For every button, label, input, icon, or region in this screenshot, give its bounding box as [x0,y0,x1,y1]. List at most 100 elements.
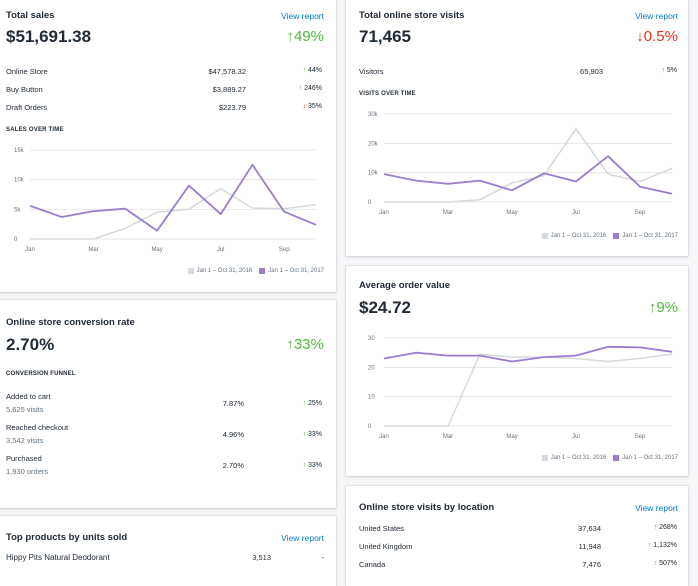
x-tick-label: Jan [379,210,389,216]
arrow-up-icon: ↑ [302,67,307,74]
funnel-row-sub: 1,930 orders [6,467,49,476]
visits-by-location-card: Online store visits by location View rep… [346,486,688,586]
total-sales-value: $51,691.38 [6,27,92,46]
sales-row-change: ↑ 246% [298,85,322,92]
y-tick-label: 0 [14,237,18,243]
y-tick-label: 30k [368,112,379,118]
funnel-row-change: ↑ 33% [302,462,322,469]
funnel-row-change: ↑ 33% [302,431,322,438]
y-tick-label: 0 [368,200,372,206]
online-visits-value: 71,465 [359,27,411,46]
funnel-row-label: Purchased [6,454,42,463]
y-tick-label: 10 [368,395,375,401]
location-row-change: ↑ 1,132% [647,542,677,549]
x-tick-label: Mar [443,210,453,216]
conversion-value: 2.70% [6,335,55,354]
funnel-row-sub: 3,542 visits [6,436,44,445]
arrow-up-icon: ↑ [647,542,652,549]
location-row-amount: 7,476 [582,560,601,569]
sales-row-amount: $223.79 [218,103,246,112]
location-row-label: United States [359,524,405,533]
legend-swatch-2016 [541,455,548,461]
sales-row-buy-button: Buy Button $3,889.27 ↑ 246% [6,85,324,95]
y-tick-label: 30 [368,336,375,342]
online-visits-view-report-link[interactable]: View report [635,11,678,21]
total-sales-delta: ↑49% [286,28,324,45]
visits-row-change: ↑ 5% [661,67,677,74]
arrow-up-icon: ↑ [661,67,665,74]
location-row-label: Canada [359,560,386,569]
legend-swatch-2017 [613,233,620,239]
sales-row-online-store: Online Store $47,578.32 ↑ 44% [6,67,324,77]
location-row-label: United Kingdom [359,542,413,551]
top-products-title: Top products by units sold [6,532,128,543]
x-tick-label: Jul [572,210,580,216]
sales-row-change: ↑ 44% [302,67,322,74]
sales-row-label: Buy Button [6,85,43,94]
total-sales-view-report-link[interactable]: View report [281,11,324,21]
series-line-2016 [384,127,673,203]
location-title: Online store visits by location [359,502,495,513]
arrow-up-icon: ↑ [302,400,307,407]
funnel-row-label: Added to cart [6,392,51,401]
location-row-change: ↑ 507% [653,560,677,567]
legend-label-2016: Jan 1 – Oct 31, 2016 [550,233,607,239]
x-tick-label: Jul [217,247,225,253]
top-products-card: Top products by units sold View report H… [0,516,336,586]
sales-row-amount: $47,578.32 [208,67,246,76]
location-row-change: ↑ 268% [653,524,677,531]
series-line-2017 [383,155,673,195]
conversion-title: Online store conversion rate [6,317,135,328]
sales-row-amount: $3,889.27 [212,85,246,94]
funnel-row-rate: 4.96% [222,430,244,439]
sales-over-time-chart: 0 5k 10k 15k Jan Mar May Jul Sep [14,148,317,253]
arrow-up-icon: ↑ [653,560,658,567]
funnel-row-change: ↑ 25% [302,400,322,407]
funnel-row-added-to-cart: Added to cart 5,625 visits 7.87% ↑ 25% [6,392,324,416]
series-line-2017 [29,163,317,232]
legend-swatch-2016 [541,233,548,239]
top-product-units: 3,513 [252,553,271,562]
sales-chart-legend: Jan 1 – Oct 31, 2016 Jan 1 – Oct 31, 201… [187,268,324,274]
sales-row-label: Draft Orders [6,103,48,112]
visits-row-label: Visitors [359,67,384,76]
sales-chart-title: SALES OVER TIME [6,127,64,133]
arrow-up-icon: ↑ [286,336,294,353]
arrow-up-icon: ↑ [286,28,294,45]
location-row-amount: 11,948 [578,542,601,551]
legend-swatch-2017 [613,455,620,461]
x-tick-label: Sep [635,210,646,216]
top-product-change: - [321,553,325,562]
arrow-up-icon: ↑ [298,85,303,92]
funnel-row-label: Reached checkout [6,423,69,432]
legend-label-2017: Jan 1 – Oct 31, 2017 [622,233,678,239]
series-line-2017 [383,345,673,363]
total-sales-card: Total sales View report $51,691.38 ↑49% … [0,0,336,292]
y-tick-label: 10k [368,171,379,177]
conversion-funnel-title: CONVERSION FUNNEL [6,371,76,377]
y-tick-label: 15k [14,148,25,154]
top-products-view-report-link[interactable]: View report [281,533,324,543]
location-view-report-link[interactable]: View report [635,503,678,513]
x-tick-label: Sep [635,434,646,440]
conversion-delta: ↑33% [286,336,324,353]
aov-chart-legend: Jan 1 – Oct 31, 2016 Jan 1 – Oct 31, 201… [541,455,678,461]
series-line-2016 [30,187,317,240]
conversion-rate-card: Online store conversion rate 2.70% ↑33% … [0,300,336,508]
funnel-row-sub: 5,625 visits [6,405,44,414]
x-tick-label: Mar [443,434,453,440]
x-tick-label: Jul [572,434,580,440]
visits-over-time-chart: 0 10k 20k 30k Jan Mar May Jul Sep [368,112,673,216]
top-product-link[interactable]: Hippy Pits Natural Deodorant [6,553,110,562]
total-sales-title: Total sales [6,10,55,21]
x-tick-label: May [506,434,517,440]
legend-label-2016: Jan 1 – Oct 31, 2016 [196,268,253,274]
online-visits-card: Total online store visits View report 71… [346,0,688,256]
sales-row-draft-orders: Draft Orders $223.79 ↓ 35% [6,103,324,113]
online-visits-title: Total online store visits [359,10,465,21]
x-tick-label: May [506,210,517,216]
funnel-row-rate: 2.70% [222,461,244,470]
visits-row-amount: 65,903 [580,67,603,76]
y-tick-label: 5k [14,207,21,213]
sales-row-change: ↓ 35% [302,103,322,110]
